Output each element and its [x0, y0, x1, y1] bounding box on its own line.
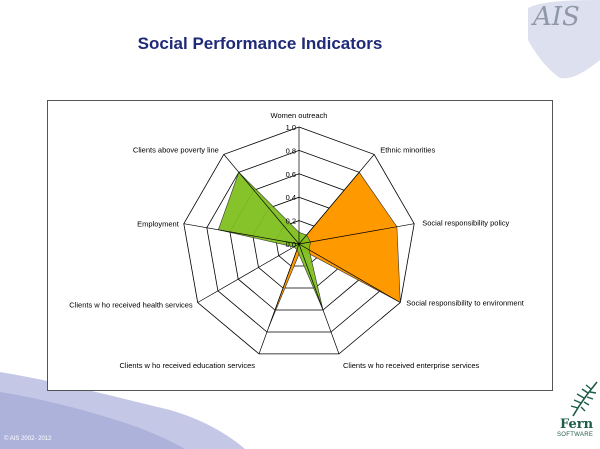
axis-label: Women outreach [271, 111, 328, 120]
top-right-swoosh [528, 0, 600, 79]
axis-label: Clients w ho received education services [120, 361, 256, 370]
axis-spoke [298, 154, 375, 245]
axis-spoke [298, 243, 340, 355]
tick-label: 1,0 [286, 123, 296, 132]
copyright-footer: © AIS 2002- 2012 [4, 436, 52, 442]
radar-series [217, 171, 401, 327]
axis-label: Ethnic minorities [380, 145, 435, 154]
radar-spokes [183, 127, 415, 355]
radar-tick-labels: 0,0 0,2 0,4 0,6 0,8 1,0 [286, 123, 296, 249]
tick-label: 0,0 [286, 240, 296, 249]
axis-label: Clients w ho received health services [69, 301, 193, 310]
axis-spoke [258, 243, 300, 355]
series-area-2 [217, 171, 324, 311]
slide-title: Social Performance Indicators [137, 34, 383, 53]
axis-label: Clients above poverty line [133, 145, 219, 154]
tick-label: 0,8 [286, 146, 296, 155]
tick-label: 0,6 [286, 170, 296, 179]
axis-label: Employment [137, 220, 180, 229]
axis-label: Clients w ho received enterprise service… [343, 361, 480, 370]
tick-label: 0,2 [286, 217, 296, 226]
bottom-left-swoosh-dark [0, 392, 185, 449]
axis-label: Social responsibility to environment [406, 299, 524, 308]
axis-spoke [223, 154, 300, 245]
ais-logo: AIS [533, 2, 580, 32]
axis-label: Social responsibility policy [422, 219, 509, 228]
axis-spoke [197, 243, 300, 303]
fern-leaf-icon [570, 381, 598, 417]
tick-label: 0,4 [286, 193, 296, 202]
radar-axis-labels: Women outreach Ethnic minorities Social re… [69, 111, 524, 370]
axis-spoke [183, 223, 300, 245]
axis-spoke [298, 243, 401, 303]
axis-spoke [298, 223, 415, 245]
fern-logo: Fern [560, 417, 594, 432]
grid-ring [183, 126, 415, 355]
fern-logo-subtitle: SOFTWARE [557, 432, 594, 438]
